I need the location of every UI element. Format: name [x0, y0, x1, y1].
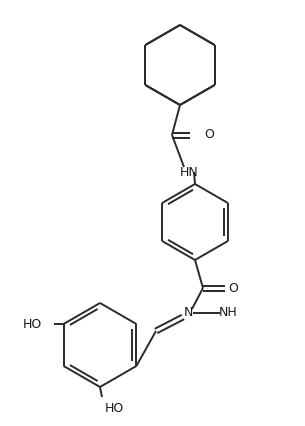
Text: HO: HO — [105, 403, 124, 415]
Text: N: N — [183, 306, 193, 320]
Text: HO: HO — [22, 317, 41, 331]
Text: O: O — [228, 282, 238, 294]
Text: O: O — [204, 129, 214, 141]
Text: NH: NH — [219, 306, 237, 320]
Text: HN: HN — [180, 165, 198, 178]
